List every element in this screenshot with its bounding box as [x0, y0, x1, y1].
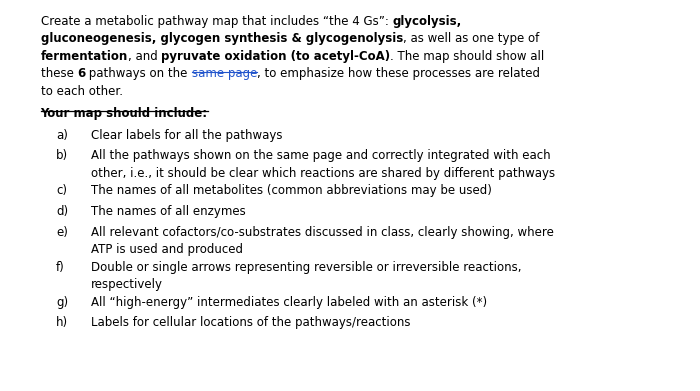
Text: Clear labels for all the pathways: Clear labels for all the pathways [91, 129, 283, 142]
Text: All the pathways shown on the same page and correctly integrated with each: All the pathways shown on the same page … [91, 149, 551, 162]
Text: other, i.e., it should be clear which reactions are shared by different pathways: other, i.e., it should be clear which re… [91, 167, 555, 180]
Text: The names of all metabolites (common abbreviations may be used): The names of all metabolites (common abb… [91, 184, 492, 197]
Text: . The map should show all: . The map should show all [391, 50, 545, 63]
Text: , as well as one type of: , as well as one type of [403, 32, 539, 45]
Text: All relevant cofactors/co-substrates discussed in class, clearly showing, where: All relevant cofactors/co-substrates dis… [91, 226, 554, 239]
Text: , to emphasize how these processes are related: , to emphasize how these processes are r… [257, 67, 540, 81]
Text: ATP is used and produced: ATP is used and produced [91, 243, 243, 256]
Text: e): e) [56, 226, 68, 239]
Text: b): b) [56, 149, 68, 162]
Text: d): d) [56, 205, 68, 218]
Text: h): h) [56, 316, 68, 329]
Text: a): a) [56, 129, 68, 142]
Text: gluconeogenesis, glycogen synthesis & glycogenolysis: gluconeogenesis, glycogen synthesis & gl… [41, 32, 403, 45]
Text: respectively: respectively [91, 278, 163, 291]
Text: glycolysis,: glycolysis, [392, 15, 461, 28]
Text: Labels for cellular locations of the pathways/reactions: Labels for cellular locations of the pat… [91, 316, 410, 329]
Text: g): g) [56, 296, 68, 308]
Text: these: these [41, 67, 77, 81]
Text: The names of all enzymes: The names of all enzymes [91, 205, 246, 218]
Text: Create a metabolic pathway map that includes “the 4 Gs”:: Create a metabolic pathway map that incl… [41, 15, 392, 28]
Text: to each other.: to each other. [41, 85, 122, 98]
Text: fermentation: fermentation [41, 50, 128, 63]
Text: , and: , and [128, 50, 161, 63]
Text: same page: same page [192, 67, 257, 81]
Text: c): c) [56, 184, 67, 197]
Text: All “high-energy” intermediates clearly labeled with an asterisk (*): All “high-energy” intermediates clearly … [91, 296, 487, 308]
Text: pathways on the: pathways on the [85, 67, 192, 81]
Text: f): f) [56, 260, 64, 274]
Text: pyruvate oxidation (to acetyl-CoA): pyruvate oxidation (to acetyl-CoA) [161, 50, 391, 63]
Text: Double or single arrows representing reversible or irreversible reactions,: Double or single arrows representing rev… [91, 260, 522, 274]
Text: Your map should include:: Your map should include: [41, 107, 208, 120]
Text: 6: 6 [77, 67, 85, 81]
